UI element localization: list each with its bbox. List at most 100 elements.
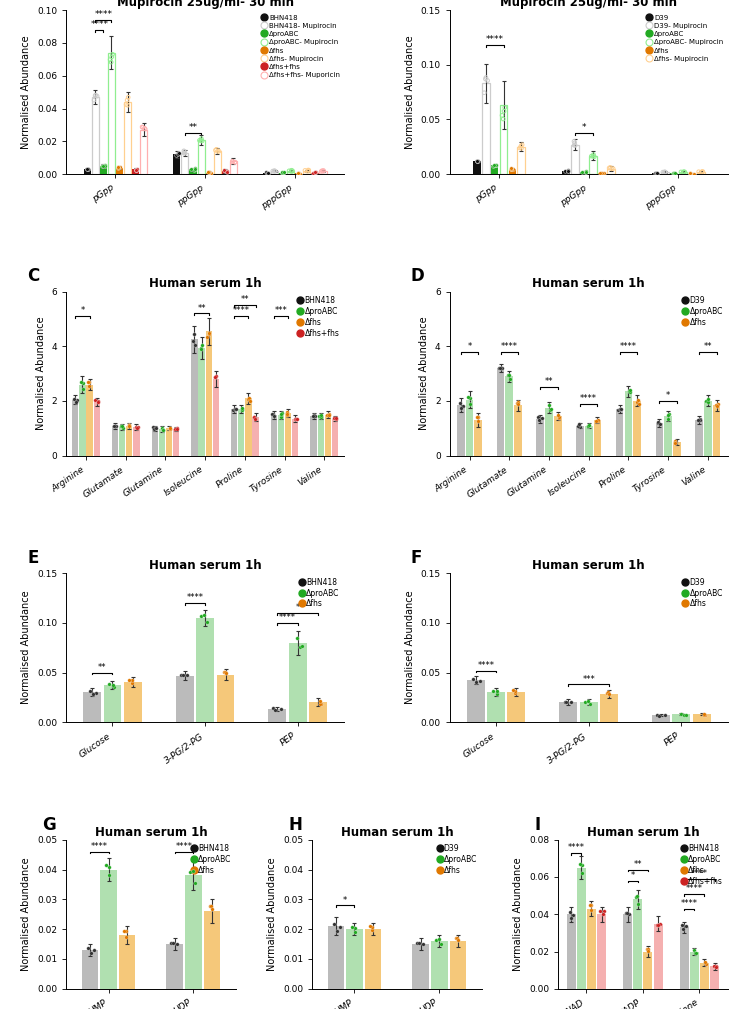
Point: [178, 145, 190, 161]
Point: [630, 889, 642, 905]
Point: [657, 164, 669, 181]
Bar: [587, 909, 596, 989]
Point: [603, 684, 614, 700]
Point: [565, 694, 577, 710]
Point: [684, 165, 696, 182]
Point: [689, 945, 701, 962]
Point: [651, 706, 663, 722]
Point: [281, 407, 293, 423]
Point: [82, 161, 94, 178]
Bar: [176, 675, 194, 722]
Point: [83, 374, 95, 390]
Bar: [166, 428, 172, 456]
Bar: [119, 427, 125, 456]
Bar: [625, 391, 632, 456]
Y-axis label: Normalised Abundance: Normalised Abundance: [405, 591, 415, 704]
Point: [464, 396, 476, 412]
Point: [592, 413, 603, 429]
Point: [350, 924, 362, 940]
Point: [582, 418, 594, 434]
Point: [229, 154, 241, 171]
Point: [276, 405, 288, 421]
Point: [507, 682, 519, 698]
Point: [659, 164, 671, 181]
Point: [512, 395, 523, 411]
Point: [653, 707, 664, 723]
Point: [77, 380, 89, 397]
Bar: [571, 144, 579, 175]
Point: [203, 164, 215, 181]
Bar: [167, 944, 183, 989]
Point: [700, 957, 711, 973]
Point: [261, 164, 273, 181]
Point: [464, 389, 476, 406]
Bar: [514, 405, 522, 456]
Point: [198, 607, 210, 624]
Point: [179, 145, 191, 161]
Point: [654, 416, 666, 432]
Bar: [287, 171, 294, 175]
Point: [315, 695, 326, 711]
Point: [491, 683, 503, 699]
Point: [654, 915, 666, 931]
Bar: [481, 84, 490, 175]
Point: [493, 359, 505, 375]
Point: [604, 159, 616, 176]
Point: [187, 863, 198, 879]
Point: [90, 87, 101, 103]
Point: [262, 164, 273, 181]
Point: [662, 408, 674, 424]
Point: [703, 395, 714, 411]
Title: Human serum 1h: Human serum 1h: [587, 825, 699, 838]
Text: *: *: [467, 342, 472, 351]
Point: [286, 162, 298, 179]
Point: [90, 393, 101, 409]
Point: [244, 393, 256, 409]
Title: Human serum 1h: Human serum 1h: [532, 277, 645, 291]
Point: [679, 163, 691, 180]
Text: ****: ****: [691, 869, 708, 878]
Text: *: *: [582, 123, 587, 132]
Point: [455, 401, 467, 417]
Point: [275, 701, 287, 717]
Point: [576, 163, 588, 180]
Point: [451, 930, 463, 946]
Point: [614, 401, 626, 417]
Bar: [466, 400, 473, 456]
Point: [307, 164, 319, 181]
Text: *: *: [631, 871, 635, 880]
Point: [315, 407, 327, 423]
Point: [651, 165, 663, 182]
Bar: [312, 173, 318, 175]
Point: [108, 418, 120, 434]
Point: [328, 916, 340, 932]
Point: [187, 326, 199, 342]
Point: [487, 683, 499, 699]
Point: [267, 407, 279, 423]
Point: [688, 165, 700, 182]
Point: [515, 138, 527, 154]
Point: [294, 640, 306, 656]
Y-axis label: Normalised Abundance: Normalised Abundance: [36, 317, 46, 431]
Point: [123, 417, 135, 433]
Point: [178, 143, 190, 159]
Bar: [679, 172, 686, 175]
Text: I: I: [534, 815, 540, 833]
Point: [632, 393, 644, 409]
Bar: [173, 429, 179, 456]
Point: [291, 412, 303, 428]
Point: [76, 374, 88, 390]
Point: [315, 696, 327, 712]
Point: [631, 888, 643, 904]
Point: [203, 326, 215, 342]
Bar: [196, 618, 214, 722]
Point: [226, 153, 238, 170]
Bar: [643, 951, 653, 989]
Point: [579, 164, 591, 181]
Point: [331, 922, 343, 938]
Point: [545, 402, 556, 418]
Point: [299, 162, 311, 179]
Point: [620, 905, 631, 921]
Point: [132, 419, 144, 435]
Point: [598, 903, 609, 919]
